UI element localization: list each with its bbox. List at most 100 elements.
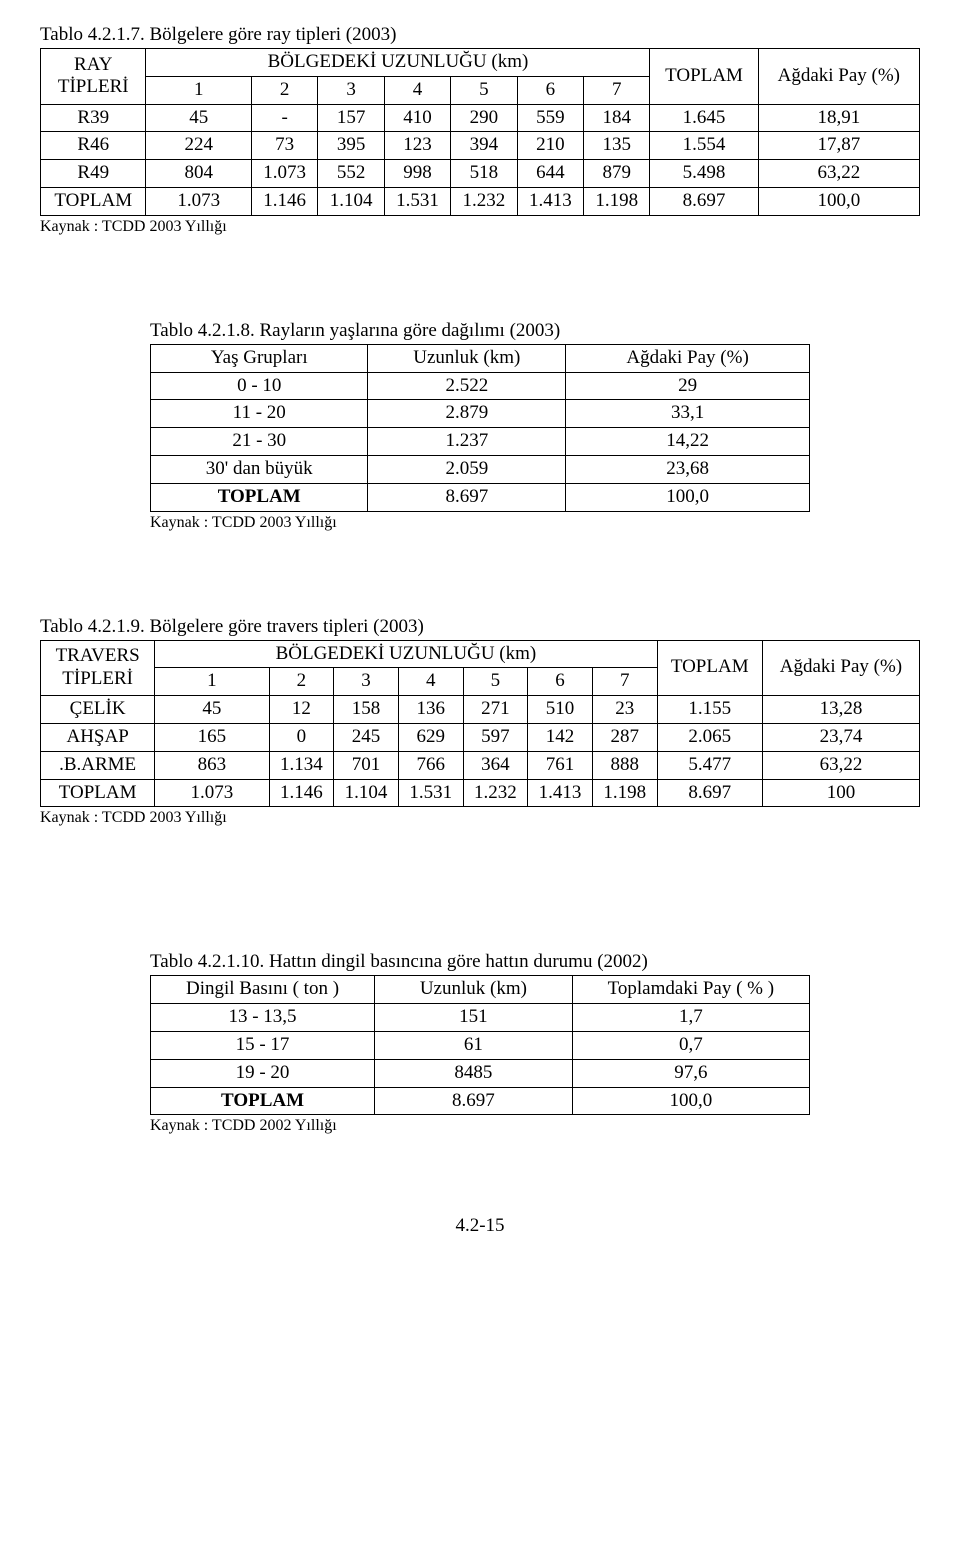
t1-cell: 73	[251, 132, 317, 160]
t1-cell: 394	[451, 132, 517, 160]
t4-cell: 19 - 20	[151, 1059, 375, 1087]
t3-cell: 510	[528, 696, 593, 724]
t1-cell: R49	[41, 160, 146, 188]
t3-cell: 45	[155, 696, 269, 724]
table1-source: Kaynak : TCDD 2003 Yıllığı	[40, 218, 920, 236]
table-row: 21 - 30 1.237 14,22	[151, 428, 810, 456]
t4-cell: 97,6	[572, 1059, 809, 1087]
table1-caption: Tablo 4.2.1.7. Bölgelere göre ray tipler…	[40, 24, 920, 46]
t4-cell: 151	[375, 1004, 573, 1032]
t3-cell: 136	[398, 696, 463, 724]
t1-cell: 559	[517, 104, 583, 132]
t1-cell: 1.198	[584, 187, 650, 215]
t1-cell: R39	[41, 104, 146, 132]
t3-cell: ÇELİK	[41, 696, 155, 724]
t3-cell: 597	[463, 723, 528, 751]
t3-cell: 100	[762, 779, 919, 807]
t1-cell: 45	[146, 104, 251, 132]
table1: RAY TİPLERİ BÖLGEDEKİ UZUNLUĞU (km) TOPL…	[40, 48, 920, 216]
t1-col: 4	[384, 76, 450, 104]
t3-cell: 1.146	[269, 779, 334, 807]
t3-cell: 245	[334, 723, 399, 751]
table-row-total: TOPLAM 1.073 1.146 1.104 1.531 1.232 1.4…	[41, 187, 920, 215]
t3-cell: 12	[269, 696, 334, 724]
t3-col: 2	[269, 668, 334, 696]
t1-cell: 1.531	[384, 187, 450, 215]
t2-cell: 21 - 30	[151, 428, 368, 456]
t2-head-p: Ağdaki Pay (%)	[566, 344, 810, 372]
t4-cell: 8485	[375, 1059, 573, 1087]
table-row: R49 804 1.073 552 998 518 644 879 5.498 …	[41, 160, 920, 188]
t3-col: 6	[528, 668, 593, 696]
table-row: .B.ARME 863 1.134 701 766 364 761 888 5.…	[41, 751, 920, 779]
t1-col: 2	[251, 76, 317, 104]
t3-cell: 888	[592, 751, 657, 779]
table-row: R39 45 - 157 410 290 559 184 1.645 18,91	[41, 104, 920, 132]
t1-col: 1	[146, 76, 251, 104]
table4-source: Kaynak : TCDD 2002 Yıllığı	[150, 1117, 810, 1135]
t2-cell: 1.237	[368, 428, 566, 456]
t4-cell: 15 - 17	[151, 1031, 375, 1059]
t3-col: 1	[155, 668, 269, 696]
table2-caption: Tablo 4.2.1.8. Rayların yaşlarına göre d…	[150, 320, 810, 342]
t1-cell: 5.498	[650, 160, 758, 188]
t3-total-label: TOPLAM	[41, 779, 155, 807]
t3-cell: 142	[528, 723, 593, 751]
t3-cell: 629	[398, 723, 463, 751]
t3-col: 5	[463, 668, 528, 696]
t1-cell: 210	[517, 132, 583, 160]
t3-cell: 158	[334, 696, 399, 724]
t3-cell: 5.477	[657, 751, 762, 779]
t3-cell: 1.413	[528, 779, 593, 807]
t4-cell: 1,7	[572, 1004, 809, 1032]
t3-cell: AHŞAP	[41, 723, 155, 751]
t1-cell: 552	[318, 160, 384, 188]
t3-cell: 1.198	[592, 779, 657, 807]
table2: Yaş Grupları Uzunluk (km) Ağdaki Pay (%)…	[150, 344, 810, 512]
t3-cell: 1.232	[463, 779, 528, 807]
t3-cell: 23	[592, 696, 657, 724]
t3-cell: 165	[155, 723, 269, 751]
t2-cell: 29	[566, 372, 810, 400]
table-row: 30' dan büyük 2.059 23,68	[151, 455, 810, 483]
t1-cell: 410	[384, 104, 450, 132]
t1-cell: 1.073	[251, 160, 317, 188]
table-row: 0 - 10 2.522 29	[151, 372, 810, 400]
t2-head-u: Uzunluk (km)	[368, 344, 566, 372]
t2-cell: 23,68	[566, 455, 810, 483]
t1-cell: 1.146	[251, 187, 317, 215]
t1-cell: 100,0	[758, 187, 919, 215]
t1-cell: 879	[584, 160, 650, 188]
t3-col: 4	[398, 668, 463, 696]
t3-cell: 1.155	[657, 696, 762, 724]
t1-col: 5	[451, 76, 517, 104]
t3-head-toplam: TOPLAM	[657, 640, 762, 696]
t1-cell: 18,91	[758, 104, 919, 132]
table-row: 11 - 20 2.879 33,1	[151, 400, 810, 428]
t3-cell: 364	[463, 751, 528, 779]
t4-cell: 100,0	[572, 1087, 809, 1115]
t1-cell: 184	[584, 104, 650, 132]
t1-cell: 1.073	[146, 187, 251, 215]
t2-cell: 2.522	[368, 372, 566, 400]
t2-cell: 100,0	[566, 483, 810, 511]
table-row-total: TOPLAM 8.697 100,0	[151, 1087, 810, 1115]
t4-cell: 13 - 13,5	[151, 1004, 375, 1032]
t1-cell: 1.645	[650, 104, 758, 132]
t3-cell: 766	[398, 751, 463, 779]
t3-cell: 863	[155, 751, 269, 779]
table-row: 15 - 17 61 0,7	[151, 1031, 810, 1059]
t2-cell: 2.879	[368, 400, 566, 428]
t3-cell: 23,74	[762, 723, 919, 751]
t3-cell: 271	[463, 696, 528, 724]
t3-cell: 761	[528, 751, 593, 779]
t3-head-pay: Ağdaki Pay (%)	[762, 640, 919, 696]
t3-cell: 13,28	[762, 696, 919, 724]
t4-head-p: Toplamdaki Pay ( % )	[572, 976, 809, 1004]
t1-col: 3	[318, 76, 384, 104]
t4-head-d: Dingil Basını ( ton )	[151, 976, 375, 1004]
t1-cell: 123	[384, 132, 450, 160]
table-row: 13 - 13,5 151 1,7	[151, 1004, 810, 1032]
t3-cell: 63,22	[762, 751, 919, 779]
t2-total-label: TOPLAM	[151, 483, 368, 511]
